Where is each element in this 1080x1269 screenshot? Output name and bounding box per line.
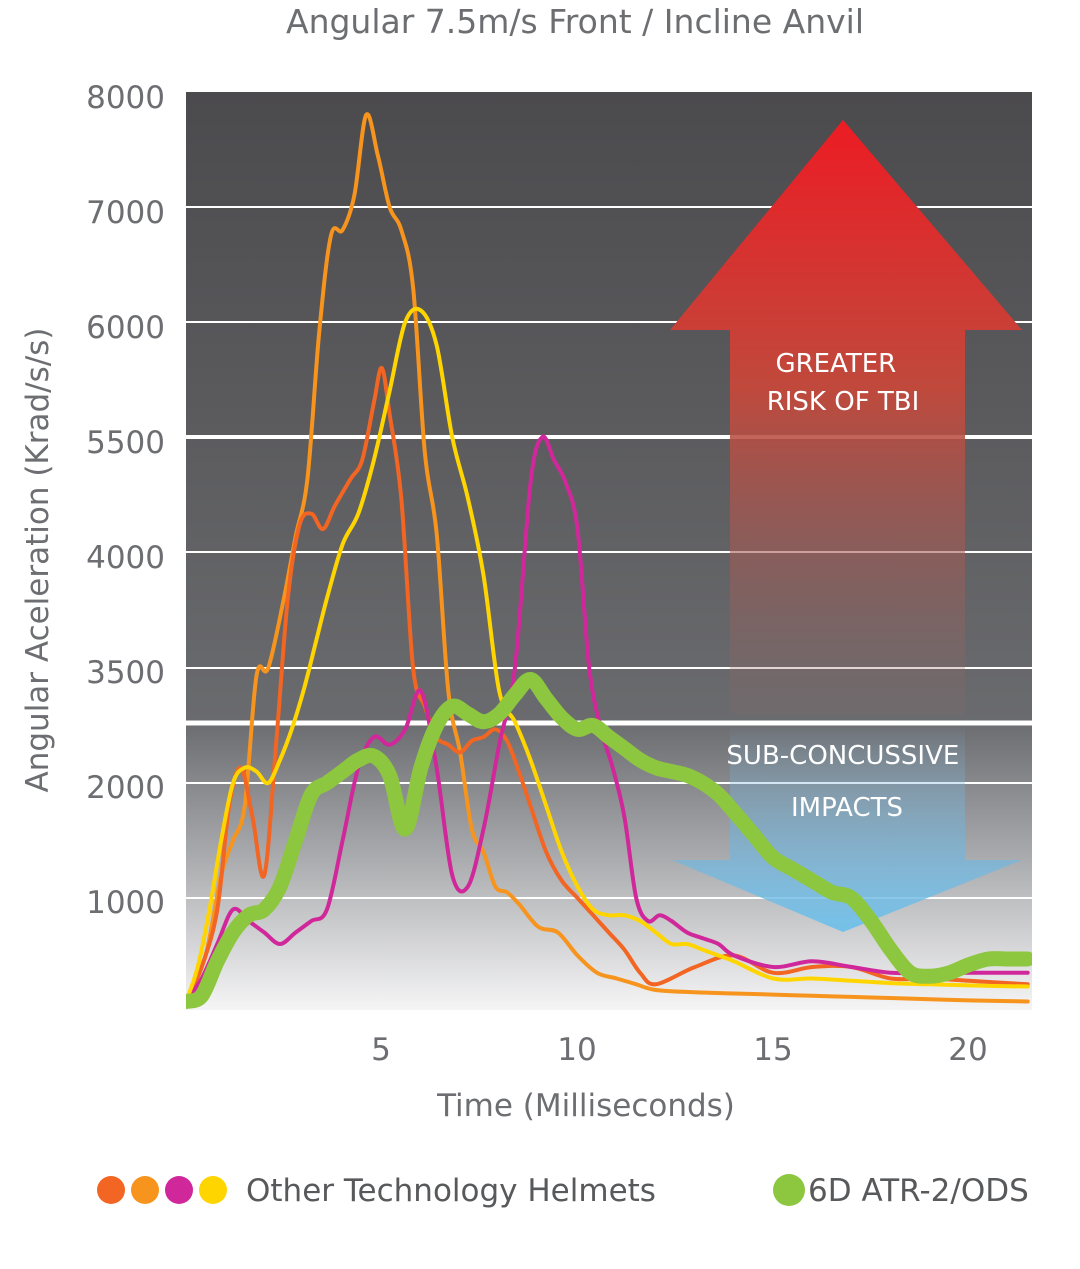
legend-label-6d: 6D ATR-2/ODS	[808, 1173, 1029, 1209]
sub-concussive-label-line-2: IMPACTS	[791, 793, 903, 823]
risk-arrow-up	[670, 120, 1022, 715]
legend-swatch-orange	[131, 1176, 159, 1204]
x-tick-label: 15	[753, 1032, 792, 1068]
legend-entry-6d: 6D ATR-2/ODS	[773, 1173, 1029, 1209]
series-line-other-technology-helmets-magenta	[186, 434, 1030, 1004]
y-tick-label: 7000	[86, 195, 165, 231]
legend-entry-other-helmets: Other Technology Helmets	[97, 1173, 656, 1209]
y-tick-label: 4000	[86, 540, 165, 576]
sub-concussive-arrow-down	[672, 728, 1022, 932]
legend-swatch-yellow	[199, 1176, 227, 1204]
risk-zone-label: GREATER RISK OF TBI	[767, 349, 920, 417]
x-tick-label: 5	[371, 1032, 391, 1068]
y-axis-ticks: 8000 7000 6000 5500 4000 3500 2000 1000	[86, 80, 165, 921]
series-line-6d-atr-2-ods	[186, 672, 1032, 1009]
risk-arrow-up-shape	[670, 120, 1022, 715]
legend-swatch-magenta	[165, 1176, 193, 1204]
y-tick-label: 5500	[86, 425, 165, 461]
y-tick-label: 8000	[86, 80, 165, 116]
sub-concussive-label-line-1: SUB-CONCUSSIVE	[726, 741, 959, 771]
series-line-other-technology-helmets-red-orange	[186, 365, 1030, 1004]
risk-zone-label-line-1: GREATER	[775, 349, 896, 379]
y-axis-label: Angular Aceleration (Krad/s/s)	[20, 328, 56, 793]
x-axis-ticks: 5 10 15 20	[371, 1032, 988, 1068]
y-tick-label: 1000	[86, 885, 165, 921]
sub-concussive-label: SUB-CONCUSSIVE IMPACTS	[726, 741, 967, 823]
legend-swatch-green	[773, 1174, 805, 1206]
sub-concussive-arrow-down-shape	[672, 728, 1022, 932]
legend: Other Technology Helmets 6D ATR-2/ODS	[97, 1173, 1029, 1209]
risk-zone-label-line-2: RISK OF TBI	[767, 387, 920, 417]
legend-label-other-helmets: Other Technology Helmets	[246, 1173, 656, 1209]
x-tick-label: 10	[557, 1032, 596, 1068]
x-tick-label: 20	[948, 1032, 987, 1068]
x-axis-label: Time (Milliseconds)	[436, 1088, 735, 1124]
y-tick-label: 3500	[86, 655, 165, 691]
y-tick-label: 6000	[86, 310, 165, 346]
y-tick-label: 2000	[86, 770, 165, 806]
chart-title: Angular 7.5m/s Front / Incline Anvil	[286, 2, 864, 41]
series-layer	[186, 112, 1032, 1009]
series-line-other-technology-helmets-orange	[186, 112, 1030, 1004]
series-line-other-technology-helmets-yellow	[186, 306, 1030, 1004]
legend-swatch-red-orange	[97, 1176, 125, 1204]
